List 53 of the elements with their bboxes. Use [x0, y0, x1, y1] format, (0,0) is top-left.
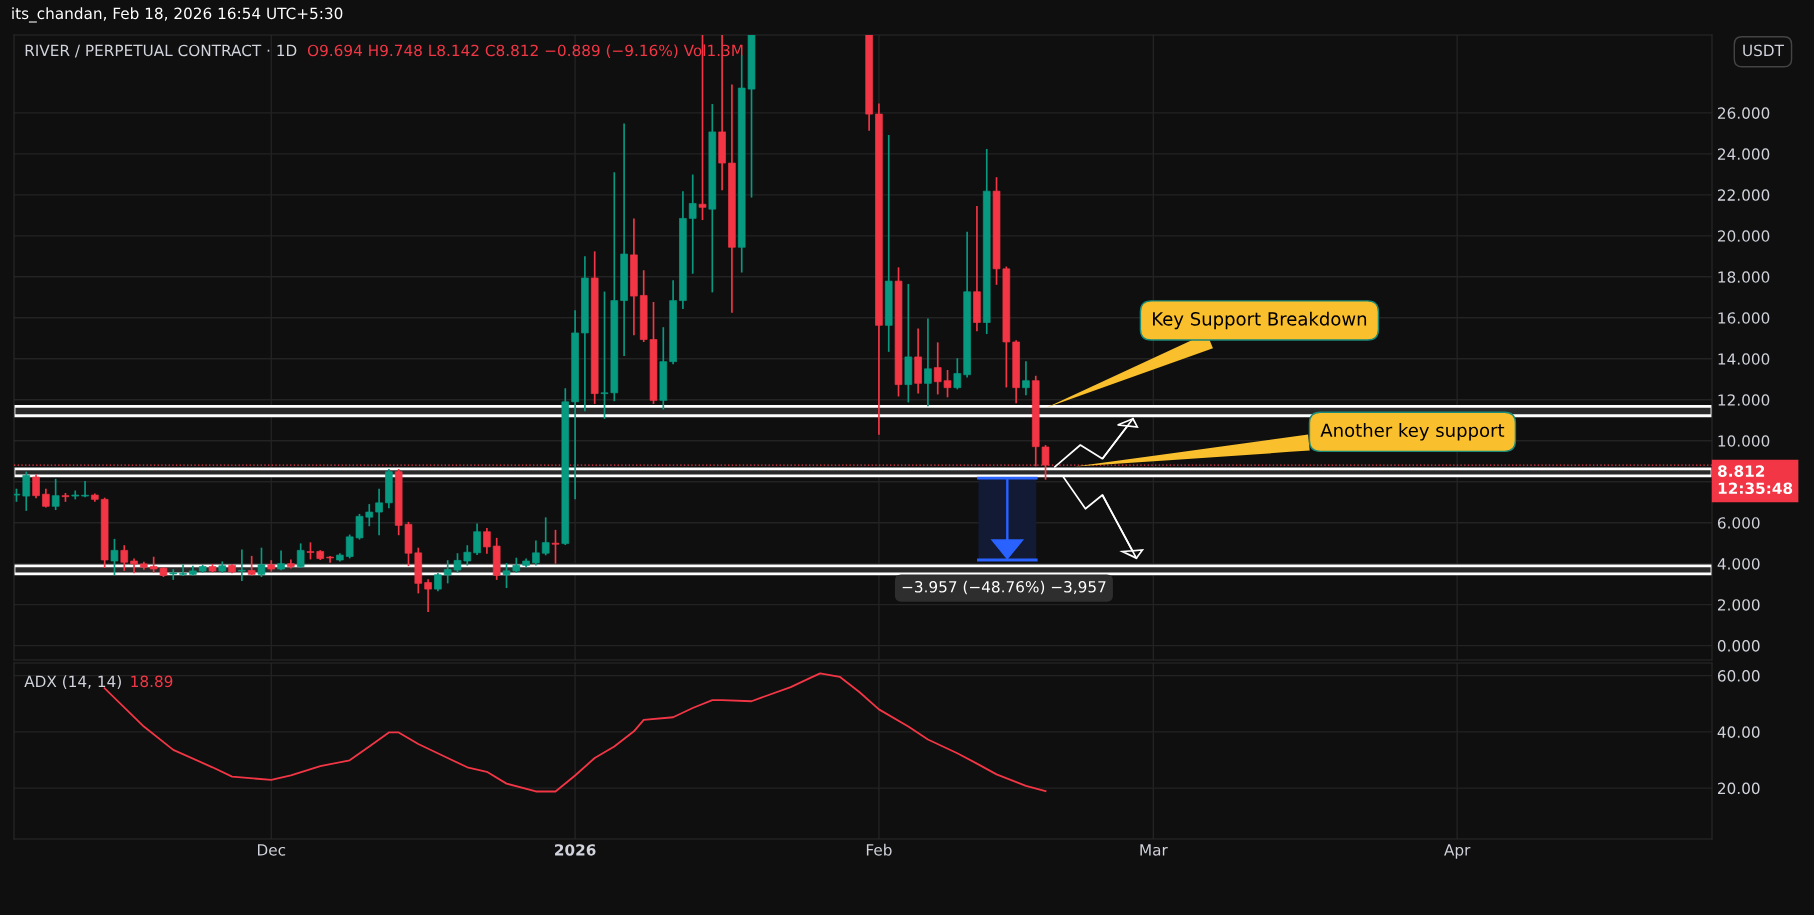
annotation: −3.957 (−48.76%) −3,957	[902, 580, 1106, 595]
y-tick-label: 20.00	[1717, 782, 1760, 795]
y-tick-label: 20.000	[1717, 230, 1770, 242]
y-tick-label: 4.000	[1717, 558, 1760, 570]
candlestick	[169, 569, 178, 580]
text: ADX (14, 14)	[24, 675, 121, 689]
candlestick	[296, 543, 305, 569]
y-tick-label: 2.000	[1717, 599, 1760, 611]
candlestick	[81, 480, 89, 498]
y-tick-label: 22.000	[1717, 189, 1770, 201]
candlestick	[179, 564, 187, 576]
candlestick	[541, 517, 550, 556]
x-tick-label: 2026	[555, 844, 596, 856]
candlestick	[532, 540, 540, 566]
candlestick	[688, 174, 697, 274]
y-axis-title: USDT	[1743, 44, 1784, 57]
candlestick	[473, 523, 481, 555]
candlestick	[924, 318, 932, 407]
ref-line-label: 8.812 12:35:48	[1718, 465, 1793, 495]
candlestick	[277, 550, 285, 571]
candlestick	[32, 474, 40, 499]
candlestick	[375, 488, 383, 536]
y-tick-label: 6.000	[1717, 517, 1760, 529]
x-tick-label: Feb	[866, 843, 892, 856]
y-tick-label: 16.000	[1718, 312, 1770, 324]
candlestick	[483, 528, 491, 554]
text: its_chandan, Feb 18, 2026 16:54 UTC+5:30	[12, 7, 343, 23]
candlestick	[51, 478, 60, 511]
x-tick-label: Mar	[1140, 844, 1168, 856]
y-tick-label: 24.000	[1717, 148, 1770, 160]
y-tick-label: 26.000	[1717, 107, 1770, 119]
y-tick-label: 0.000	[1717, 640, 1760, 652]
annotation: 18.89	[131, 675, 173, 688]
candlestick	[238, 549, 246, 581]
text: RIVER / PERPETUAL CONTRACT · 1D	[25, 44, 297, 58]
candlestick	[424, 579, 432, 613]
y-tick-label: 14.000	[1718, 353, 1770, 365]
y-tick-label: 60.00	[1717, 670, 1760, 682]
annotation: Another key support	[1320, 423, 1505, 441]
y-tick-label: 10.000	[1718, 435, 1770, 447]
x-tick-label: Dec	[257, 844, 286, 856]
candlestick	[247, 555, 256, 576]
candlestick	[953, 358, 962, 390]
y-tick-label: 40.00	[1717, 726, 1760, 738]
y-tick-label: 18.000	[1718, 271, 1770, 283]
x-tick-label: Apr	[1444, 844, 1471, 859]
candlestick	[257, 547, 266, 578]
annotation: Key Support Breakdown	[1153, 311, 1367, 330]
y-tick-label: 12.000	[1718, 394, 1770, 406]
candlestick	[1022, 361, 1030, 396]
candlestick	[110, 538, 119, 576]
candlestick	[551, 529, 560, 564]
candlestick	[120, 545, 129, 571]
